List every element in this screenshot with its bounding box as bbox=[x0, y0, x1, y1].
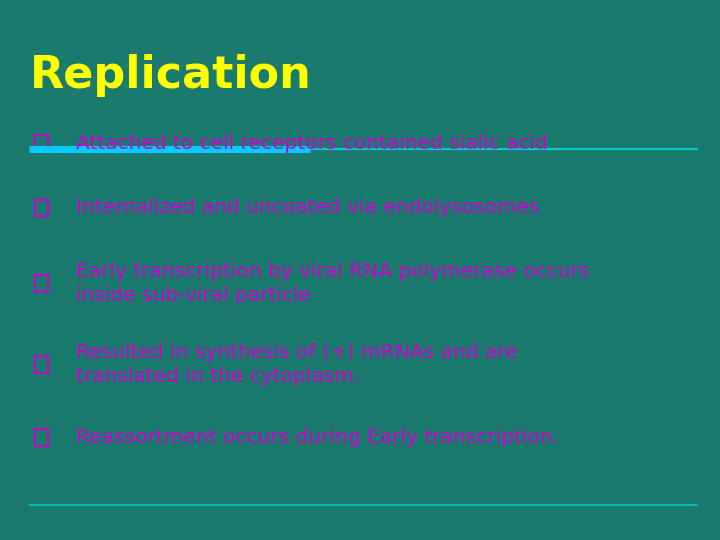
Text: Resulted in synthesis of (+) mRNAs and are
translated in the cytoplasm.: Resulted in synthesis of (+) mRNAs and a… bbox=[76, 343, 517, 386]
Text: Internalized and uncoated via endolysosomes: Internalized and uncoated via endolysoso… bbox=[76, 198, 539, 218]
Text: Early transcription by viral RNA polymerase occurs
inside sub-viral particle: Early transcription by viral RNA polymer… bbox=[76, 262, 589, 305]
Text: Replication: Replication bbox=[30, 54, 312, 97]
Text: Attached to cell receptors contained sialic acid: Attached to cell receptors contained sia… bbox=[76, 133, 547, 153]
Text: Reassortment occurs during Early transcription.: Reassortment occurs during Early transcr… bbox=[76, 428, 559, 447]
